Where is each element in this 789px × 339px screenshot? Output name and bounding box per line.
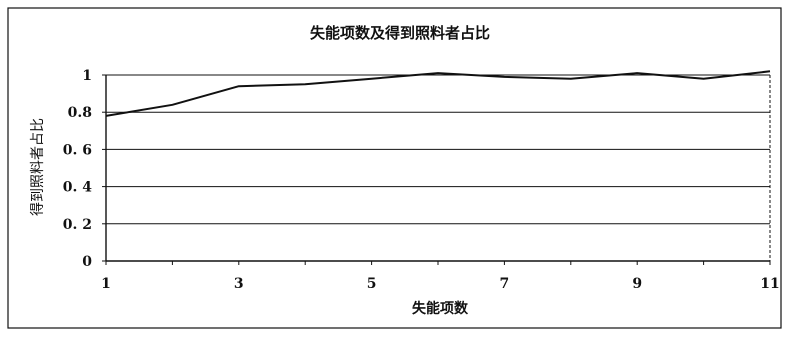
y-axis-title: 得到照料者占比 [29, 118, 46, 216]
y-tick-label: 0 [82, 254, 92, 270]
x-tick-label: 9 [632, 276, 642, 292]
x-tick-label: 5 [367, 276, 377, 292]
chart-title: 失能项数及得到照料者占比 [310, 24, 490, 42]
x-tick-label: 1 [101, 276, 111, 292]
x-tick-label: 3 [234, 276, 244, 292]
y-tick-label: 0. 2 [63, 217, 92, 233]
x-tick-label: 7 [500, 276, 510, 292]
y-tick-label: 0.8 [68, 105, 92, 121]
x-axis-title: 失能项数 [412, 300, 469, 317]
y-tick-label: 0. 6 [63, 142, 92, 158]
y-tick-label: 1 [82, 68, 92, 84]
chart-outer-frame [8, 8, 781, 328]
y-tick-label: 0. 4 [63, 180, 92, 196]
x-tick-label: 11 [760, 276, 779, 292]
